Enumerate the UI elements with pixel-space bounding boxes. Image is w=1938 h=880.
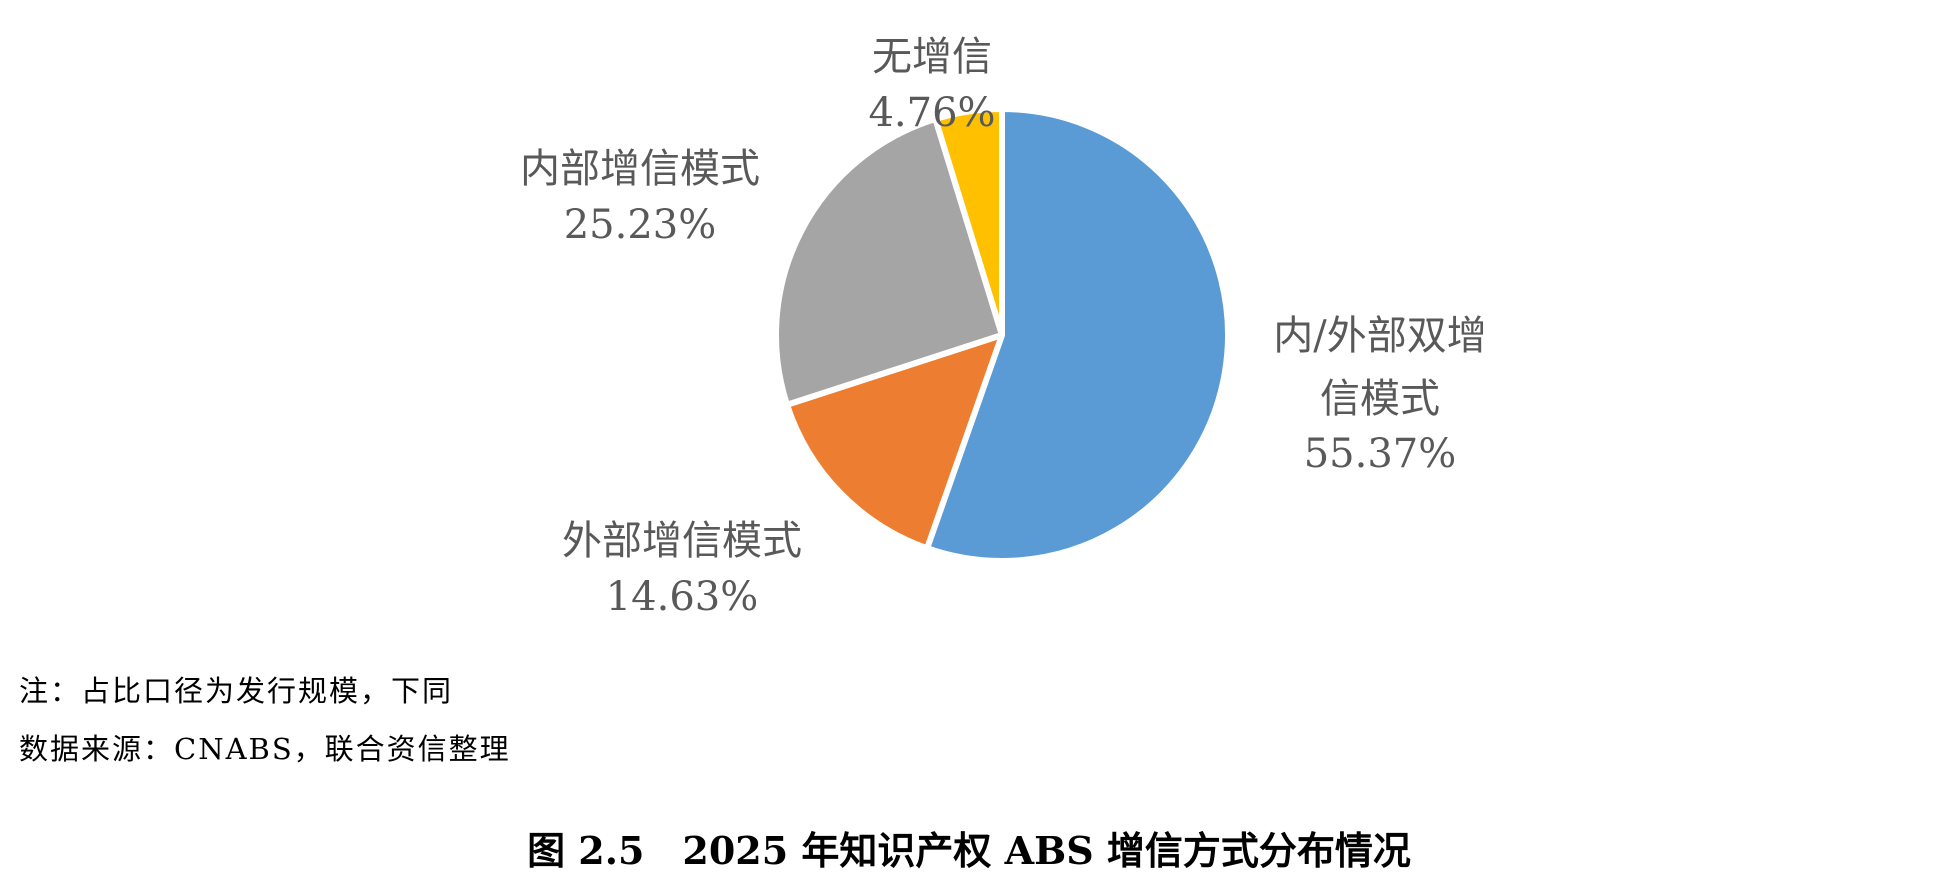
pie-slice-3	[932, 106, 1005, 338]
slice-category-label: 无增信	[872, 34, 992, 80]
chart-note: 注：占比口径为发行规模，下同	[19, 674, 454, 708]
slice-category-label: 内/外部双增	[1273, 313, 1486, 359]
slice-value-label: 14.63%	[606, 574, 759, 620]
pie-slice-2	[773, 116, 1005, 408]
slice-category-label: 外部增信模式	[562, 518, 802, 564]
slice-category-label: 信模式	[1320, 376, 1440, 422]
slice-value-label: 4.76%	[868, 90, 995, 136]
slice-value-label: 55.37%	[1304, 431, 1457, 477]
slice-value-label: 25.23%	[564, 202, 717, 248]
slice-category-label: 内部增信模式	[520, 146, 760, 192]
figure-caption: 图 2.5 2025 年知识产权 ABS 增信方式分布情况	[527, 828, 1411, 873]
data-source: 数据来源：CNABS，联合资信整理	[19, 732, 511, 766]
